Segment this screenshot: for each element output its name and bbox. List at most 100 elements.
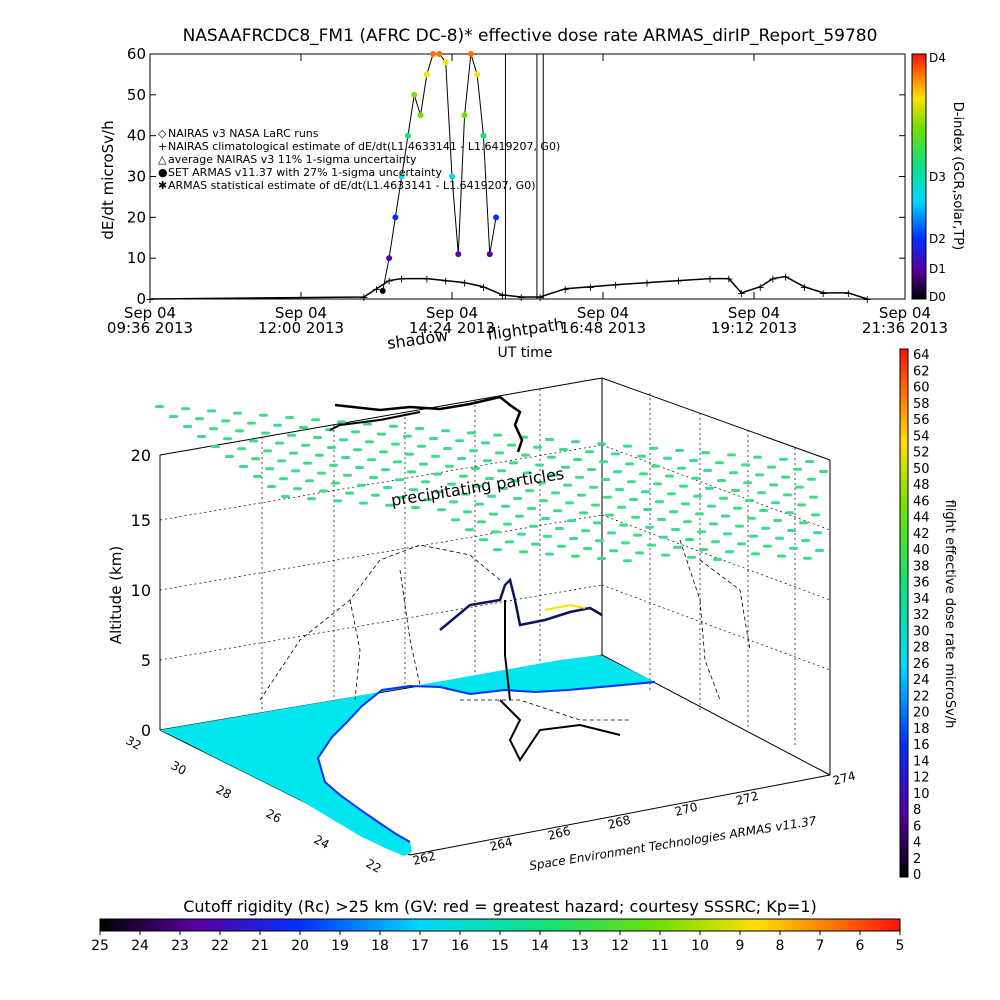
top-x-tick-time: 16:48 2013 <box>560 319 646 337</box>
dose-tick-label: 44 <box>913 511 930 526</box>
particle-mark <box>737 542 746 546</box>
particle-mark <box>677 466 686 470</box>
particle-mark <box>749 534 758 538</box>
particle-mark <box>475 502 484 506</box>
particle-mark <box>515 514 524 518</box>
flightpath-shadow-branch <box>329 411 421 431</box>
particle-mark <box>685 538 694 541</box>
particle-mark <box>529 524 538 528</box>
particle-mark <box>505 540 514 544</box>
particle-mark <box>761 526 770 530</box>
particle-mark <box>313 436 322 439</box>
particle-mark <box>593 521 602 525</box>
particle-mark <box>623 444 632 448</box>
particle-mark <box>299 426 308 429</box>
box-edges <box>159 377 831 856</box>
dose-tick-label: 52 <box>913 446 930 461</box>
particle-mark <box>381 468 390 472</box>
particle-mark <box>683 520 692 524</box>
particle-mark <box>581 529 590 533</box>
particle-mark <box>511 479 520 483</box>
particle-mark <box>631 515 640 519</box>
top-x-tick-date: Sep 04 <box>426 304 478 322</box>
particle-mark <box>541 517 550 520</box>
particle-mark <box>209 427 218 431</box>
dose-tick-label: 64 <box>913 348 930 363</box>
particle-mark <box>519 550 528 554</box>
longitude-tick-label: 268 <box>606 813 632 832</box>
particle-mark <box>287 433 296 437</box>
particle-mark <box>279 477 288 481</box>
particle-mark <box>259 413 268 417</box>
altitude-tick-label: 5 <box>141 651 151 670</box>
particle-mark <box>607 531 616 535</box>
particle-mark <box>623 559 632 563</box>
particle-mark <box>787 529 796 532</box>
particle-mark <box>261 431 270 435</box>
particle-mark <box>341 456 350 459</box>
particle-mark <box>699 548 708 551</box>
cutoff-tick-label: 19 <box>331 938 349 954</box>
particle-mark <box>467 431 476 435</box>
top-title: NASAAFRCDC8_FM1 (AFRC DC-8)* effective d… <box>183 26 878 46</box>
particle-mark <box>487 494 496 498</box>
nairas-point: + <box>705 273 714 286</box>
particle-mark <box>673 545 682 549</box>
altitude-tick-label: 15 <box>131 511 151 530</box>
cutoff-tick-label: 5 <box>896 938 905 954</box>
top-legend: ◇ NAIRAS v3 NASA LaRC runs+ NAIRAS climato… <box>158 127 560 192</box>
particle-mark <box>751 552 760 556</box>
cutoff-tick-label: 8 <box>776 938 785 954</box>
particle-mark <box>517 532 526 536</box>
particle-mark <box>249 439 258 443</box>
particle-mark <box>233 411 242 415</box>
particle-mark <box>513 497 522 500</box>
dose-colorbar <box>899 348 909 878</box>
particle-mark <box>545 438 554 441</box>
particle-mark <box>567 519 576 523</box>
particle-mark <box>473 484 482 488</box>
altitude-tick-label: 10 <box>131 581 151 600</box>
dose-tick-label: 50 <box>913 462 930 477</box>
particle-mark <box>545 552 554 556</box>
latitude-tick-label: 28 <box>214 782 234 802</box>
particle-mark <box>289 451 298 455</box>
particle-mark <box>657 518 666 521</box>
particle-mark <box>661 553 670 557</box>
top-y-tick-label: 10 <box>127 249 146 267</box>
particle-mark <box>629 498 638 501</box>
dose-tick-label: 18 <box>913 722 930 737</box>
particle-mark <box>331 481 340 485</box>
particle-mark <box>183 425 192 428</box>
top-x-tick-date: Sep 04 <box>879 304 931 322</box>
particle-mark <box>493 433 502 437</box>
shadow-annotation: shadow <box>386 326 449 353</box>
particle-mark <box>743 481 752 485</box>
particle-mark <box>523 471 532 475</box>
particle-mark <box>783 493 792 497</box>
armas-point <box>442 59 449 66</box>
particle-mark <box>705 486 714 490</box>
particle-mark <box>251 457 260 461</box>
armas-point <box>449 173 455 180</box>
dose-tick-label: 60 <box>913 381 930 396</box>
particle-mark <box>385 503 394 507</box>
flightpath-annotation: flightpath <box>486 314 565 344</box>
cutoff-colorbar-ticks: 25 24 23 22 21 20 19 18 17 16 15 14 13 12 11 10 9 8 7 6 5 <box>91 931 904 954</box>
armas-point <box>493 214 500 221</box>
dose-tick-label: 2 <box>913 852 921 867</box>
particle-mark <box>225 455 234 458</box>
particle-mark <box>403 434 412 438</box>
particle-mark <box>443 447 452 450</box>
dose-tick-label: 12 <box>913 771 930 786</box>
particle-mark <box>383 486 392 489</box>
nairas-point: + <box>863 293 872 306</box>
particle-mark <box>711 540 720 544</box>
cutoff-tick-label: 9 <box>736 938 745 954</box>
particle-mark <box>659 535 668 539</box>
dindex-colorbar-label: D-index (GCR,solar,TP) <box>950 102 965 250</box>
dose-tick-label: 8 <box>913 803 921 818</box>
particle-mark <box>495 451 504 455</box>
particle-mark <box>393 460 402 464</box>
top-x-tick-date: Sep 04 <box>275 304 327 322</box>
